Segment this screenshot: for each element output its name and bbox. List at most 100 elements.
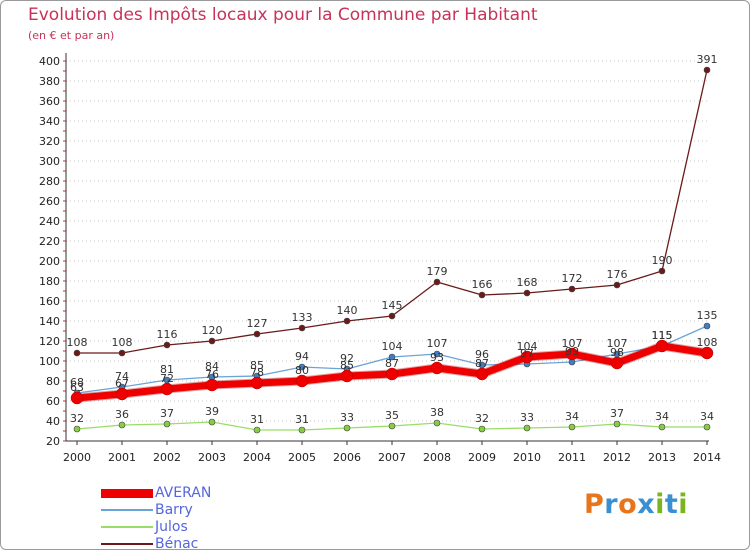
data-label: 115 [652,329,673,342]
data-point [610,356,624,370]
data-point [115,387,129,401]
data-label: 166 [472,278,493,291]
data-point [703,423,711,431]
data-label: 35 [385,409,399,422]
y-tick-label: 380 [39,75,60,88]
y-tick-label: 20 [46,435,60,448]
data-point [298,324,306,332]
legend-swatch [101,526,153,528]
data-point [613,281,621,289]
data-label: 107 [607,337,628,350]
data-label: 36 [115,408,129,421]
data-label: 108 [112,336,133,349]
data-label: 37 [160,407,174,420]
y-tick-label: 240 [39,215,60,228]
data-label: 80 [295,364,309,377]
chart-title: Evolution des Impôts locaux pour la Comm… [28,5,538,25]
y-tick-label: 80 [46,375,60,388]
x-tick-label: 2005 [288,451,316,464]
data-point [523,424,531,432]
data-point [385,367,399,381]
logo-letter: i [655,489,665,520]
y-tick-label: 200 [39,255,60,268]
logo-letter: x [637,489,656,520]
data-point [658,423,666,431]
legend-label: AVERAN [155,485,212,501]
data-label: 72 [160,372,174,385]
data-point [430,361,444,375]
data-point [478,425,486,433]
data-point [70,391,84,405]
data-point [475,367,489,381]
data-point [343,424,351,432]
data-label: 127 [247,317,268,330]
data-label: 108 [697,336,718,349]
y-tick-label: 220 [39,235,60,248]
data-label: 39 [205,405,219,418]
data-label: 78 [250,366,264,379]
x-tick-label: 2012 [603,451,631,464]
x-tick-label: 2000 [63,451,91,464]
data-label: 168 [517,276,538,289]
data-point [565,347,579,361]
data-label: 92 [340,352,354,365]
data-point [253,330,261,338]
data-point [298,426,306,434]
data-point [433,350,441,358]
y-tick-label: 60 [46,395,60,408]
data-label: 108 [67,336,88,349]
data-point [250,376,264,390]
legend-swatch [101,488,153,498]
data-label: 67 [115,377,129,390]
y-tick-label: 100 [39,355,60,368]
data-label: 87 [385,357,399,370]
data-label: 115 [652,329,673,342]
data-point [118,421,126,429]
data-point [703,322,711,330]
data-point [298,363,306,371]
data-label: 99 [565,345,579,358]
logo-letter: P [584,489,605,520]
data-point [700,346,714,360]
data-point [523,289,531,297]
data-point [388,422,396,430]
data-point [73,425,81,433]
data-label: 107 [427,337,448,350]
data-label: 104 [517,340,538,353]
data-label: 140 [337,304,358,317]
y-tick-label: 40 [46,415,60,428]
data-label: 32 [70,412,84,425]
data-point [160,382,174,396]
data-point [568,285,576,293]
chart-subtitle: (en € et par an) [28,29,115,42]
data-label: 391 [697,53,718,66]
x-tick-label: 2014 [693,451,721,464]
data-label: 87 [475,357,489,370]
data-point [478,291,486,299]
data-label: 96 [475,348,489,361]
data-point [208,418,216,426]
data-label: 179 [427,265,448,278]
data-label: 31 [295,413,309,426]
legend-label: Barry [155,502,193,518]
data-label: 74 [115,370,129,383]
y-tick-label: 280 [39,175,60,188]
data-label: 97 [520,347,534,360]
data-label: 135 [697,309,718,322]
legend-label: Bénac [155,536,199,550]
data-label: 107 [562,337,583,350]
y-tick-label: 340 [39,115,60,128]
data-label: 81 [160,363,174,376]
x-tick-label: 2003 [198,451,226,464]
data-label: 34 [700,410,714,423]
x-tick-label: 2006 [333,451,361,464]
data-point [163,341,171,349]
proxiti-logo: Proxiti [584,489,688,520]
data-label: 85 [340,359,354,372]
y-tick-label: 120 [39,335,60,348]
x-tick-label: 2007 [378,451,406,464]
data-point [295,374,309,388]
data-label: 76 [205,368,219,381]
